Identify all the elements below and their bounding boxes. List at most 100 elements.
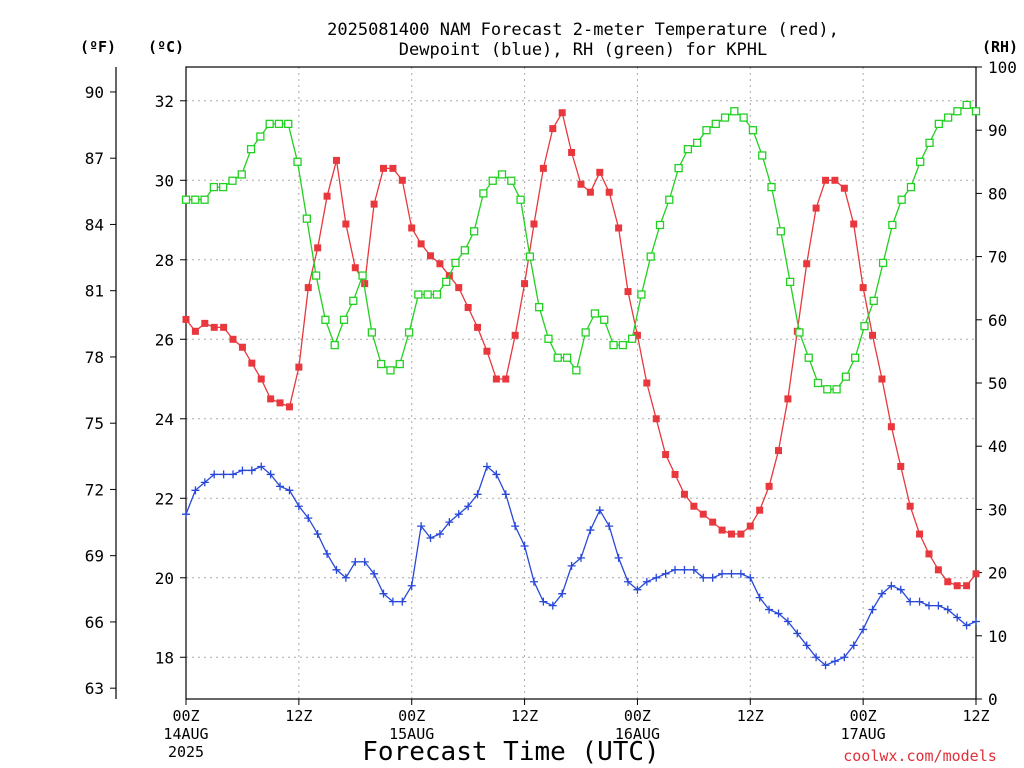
data-point (720, 113, 730, 122)
data-point (436, 260, 444, 268)
data-point (689, 565, 698, 574)
data-point (426, 534, 435, 543)
data-point (342, 220, 350, 228)
data-point (511, 331, 519, 339)
data-point (774, 609, 783, 618)
data-point (784, 395, 792, 403)
data-point (304, 284, 312, 292)
data-point (341, 573, 350, 582)
rh-tick-label: 50 (988, 374, 1007, 393)
celsius-tick-label: 24 (155, 410, 174, 429)
data-point (906, 597, 915, 606)
data-point (502, 375, 510, 383)
data-point (210, 470, 219, 479)
data-point (739, 113, 748, 122)
data-point (294, 502, 303, 511)
data-point (284, 119, 293, 129)
data-point (304, 514, 313, 523)
data-point (850, 220, 858, 228)
data-point (841, 372, 851, 381)
data-point (756, 506, 764, 514)
fahrenheit-tick-label: 75 (85, 414, 104, 433)
rh-tick-label: 70 (988, 248, 1007, 267)
data-point (323, 549, 332, 558)
data-point (370, 200, 378, 208)
series-rh (181, 100, 981, 394)
rh-axis-label: (RH) (982, 38, 1018, 56)
data-point (539, 597, 548, 606)
celsius-tick-label: 26 (155, 330, 174, 349)
data-point (302, 214, 311, 223)
data-point (953, 582, 961, 590)
data-point (831, 176, 839, 184)
celsius-tick-label: 32 (155, 92, 174, 111)
data-point (488, 176, 497, 185)
data-point (915, 597, 924, 606)
data-point (662, 451, 670, 459)
data-point (220, 323, 228, 331)
data-point (398, 176, 406, 184)
data-point (351, 557, 360, 566)
data-point (671, 565, 680, 574)
rh-tick-label: 10 (988, 627, 1007, 646)
data-point (755, 593, 764, 602)
data-point (746, 522, 754, 530)
data-point (595, 506, 604, 515)
data-point (637, 290, 646, 299)
fahrenheit-tick-label: 72 (85, 480, 104, 499)
x-tick-label: 15AUG (389, 725, 434, 743)
data-point (285, 486, 294, 495)
y-axis-ticks: 18 20 22 24 26 28 30 32 63 66 69 72 75 78 81 84 87 90 0 10 2… (85, 58, 1017, 709)
data-point (568, 148, 576, 156)
data-point (473, 490, 482, 499)
data-point (293, 157, 302, 166)
celsius-tick-label: 22 (155, 489, 174, 508)
data-point (469, 227, 479, 236)
data-point (727, 530, 735, 538)
data-point (859, 284, 867, 292)
series-layer (181, 100, 981, 670)
data-point (972, 617, 980, 626)
data-point (219, 470, 228, 479)
data-point (238, 343, 246, 351)
data-point (361, 280, 369, 288)
data-point (925, 138, 934, 147)
fahrenheit-tick-label: 69 (85, 547, 104, 566)
data-point (887, 423, 895, 431)
data-point (295, 363, 303, 371)
data-point (878, 375, 886, 383)
data-point (934, 601, 943, 610)
data-point (896, 585, 905, 594)
data-point (962, 621, 971, 630)
data-point (849, 641, 858, 650)
data-point (219, 182, 228, 192)
data-point (544, 334, 553, 343)
data-point (191, 486, 200, 495)
data-point (314, 244, 322, 252)
data-point (661, 569, 670, 578)
data-point (360, 557, 369, 566)
data-point (953, 107, 962, 116)
data-point (358, 271, 367, 280)
x-tick-label: 16AUG (615, 725, 660, 743)
data-point (618, 340, 627, 350)
data-point (652, 573, 661, 582)
data-point (877, 589, 886, 598)
data-point (803, 260, 811, 268)
fahrenheit-tick-label: 78 (85, 348, 104, 367)
data-point (699, 573, 708, 582)
data-point (321, 315, 330, 324)
data-point (577, 180, 585, 188)
data-point (737, 530, 745, 538)
data-point (265, 119, 274, 129)
data-point (718, 526, 726, 534)
data-point (404, 328, 414, 337)
fahrenheit-tick-label: 63 (85, 679, 104, 698)
data-point (349, 296, 358, 305)
data-point (276, 482, 285, 491)
data-point (727, 569, 736, 578)
data-point (718, 569, 727, 578)
data-point (802, 641, 811, 650)
